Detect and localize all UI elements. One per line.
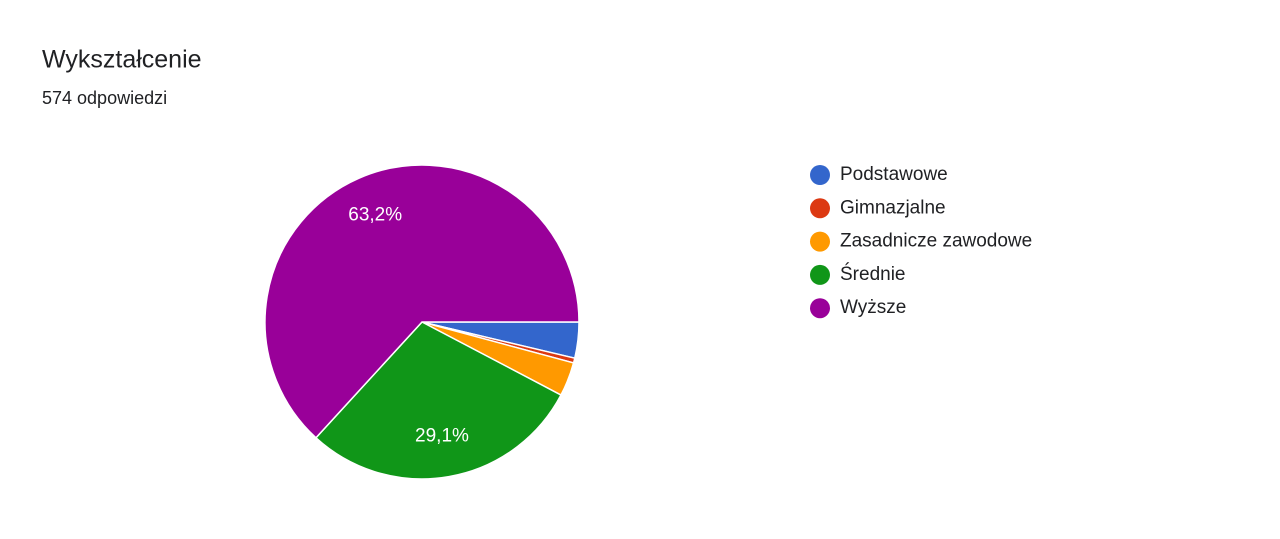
legend-label: Wyższe xyxy=(840,297,906,318)
legend-marker xyxy=(810,198,830,219)
chart-subtitle: 574 odpowiedzi xyxy=(42,88,167,108)
legend-marker xyxy=(810,231,830,252)
pie-slice xyxy=(314,321,562,480)
legend-marker xyxy=(810,298,830,319)
legend-label: Podstawowe xyxy=(840,164,948,185)
data-label: 29,1% xyxy=(415,425,469,446)
pie-slice xyxy=(264,164,580,439)
data-label: 63,2% xyxy=(348,205,402,226)
legend-marker xyxy=(810,165,830,185)
legend-label: Średnie xyxy=(840,263,906,285)
legend-label: Zasadnicze zawodowe xyxy=(840,231,1032,252)
legend-marker xyxy=(810,264,830,285)
legend-label: Gimnazjalne xyxy=(840,197,946,218)
chart-title: Wykształcenie xyxy=(42,46,202,74)
